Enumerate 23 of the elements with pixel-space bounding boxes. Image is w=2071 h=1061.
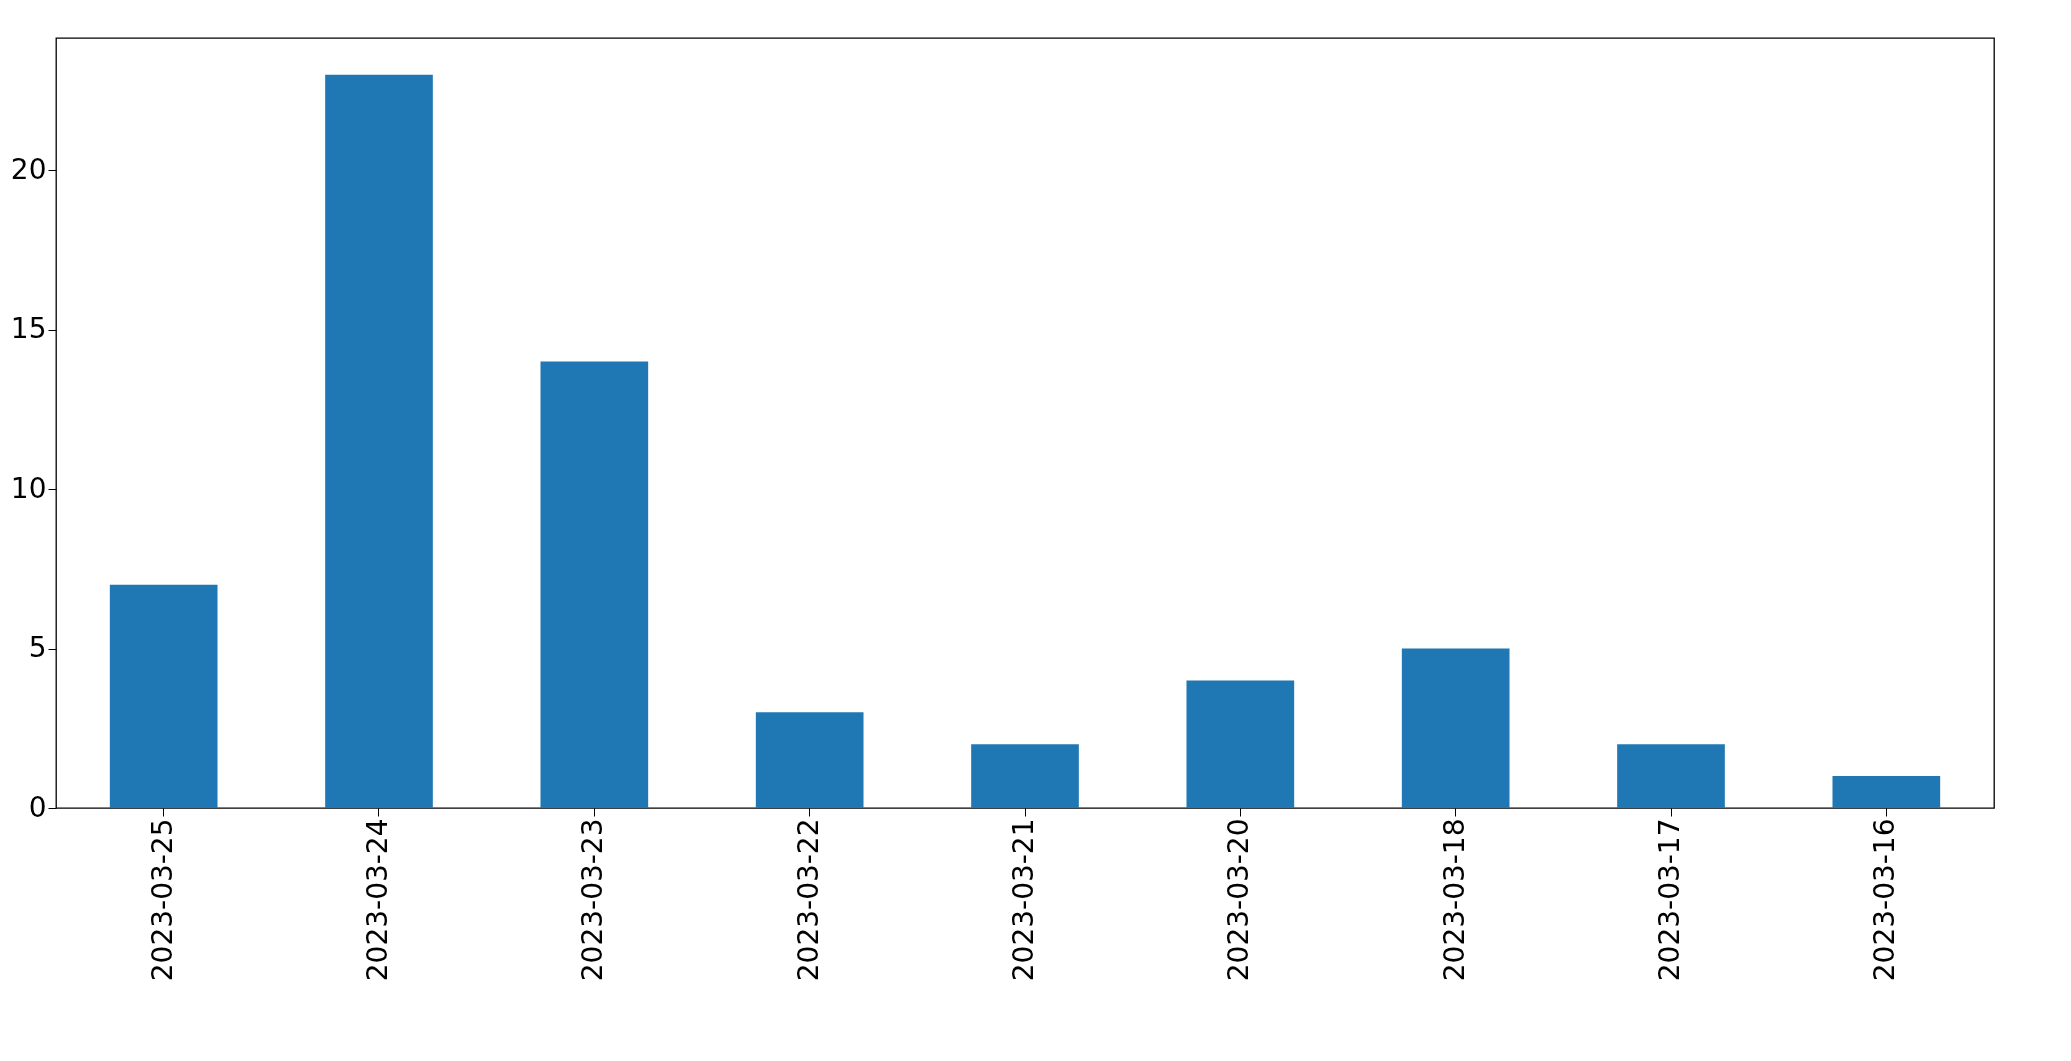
bar: [1186, 680, 1295, 808]
bar: [1617, 744, 1725, 808]
bar: [540, 361, 649, 808]
x-tick-label: 2023-03-17: [1653, 818, 1686, 982]
y-tick-label: 0: [28, 790, 47, 824]
x-tick-label: 2023-03-22: [791, 818, 825, 982]
y-tick-label: 15: [10, 312, 47, 346]
bar: [109, 584, 218, 808]
x-tick-label: 2023-03-25: [145, 818, 179, 982]
bar: [1832, 776, 1941, 808]
x-tick-label: 2023-03-18: [1437, 818, 1471, 982]
x-tick-label: 2023-03-21: [1007, 818, 1040, 982]
y-tick-label: 20: [10, 152, 47, 186]
x-tick-label: 2023-03-20: [1222, 818, 1256, 982]
y-tick-label: 10: [10, 471, 47, 505]
bar: [755, 712, 864, 808]
x-tick-label: 2023-03-23: [576, 818, 610, 982]
bar: [971, 744, 1079, 808]
x-tick-label: 2023-03-24: [361, 818, 394, 982]
y-tick-label: 5: [28, 631, 47, 665]
bar: [1401, 648, 1510, 808]
x-tick-label: 2023-03-16: [1868, 818, 1902, 982]
bar: [325, 74, 433, 808]
